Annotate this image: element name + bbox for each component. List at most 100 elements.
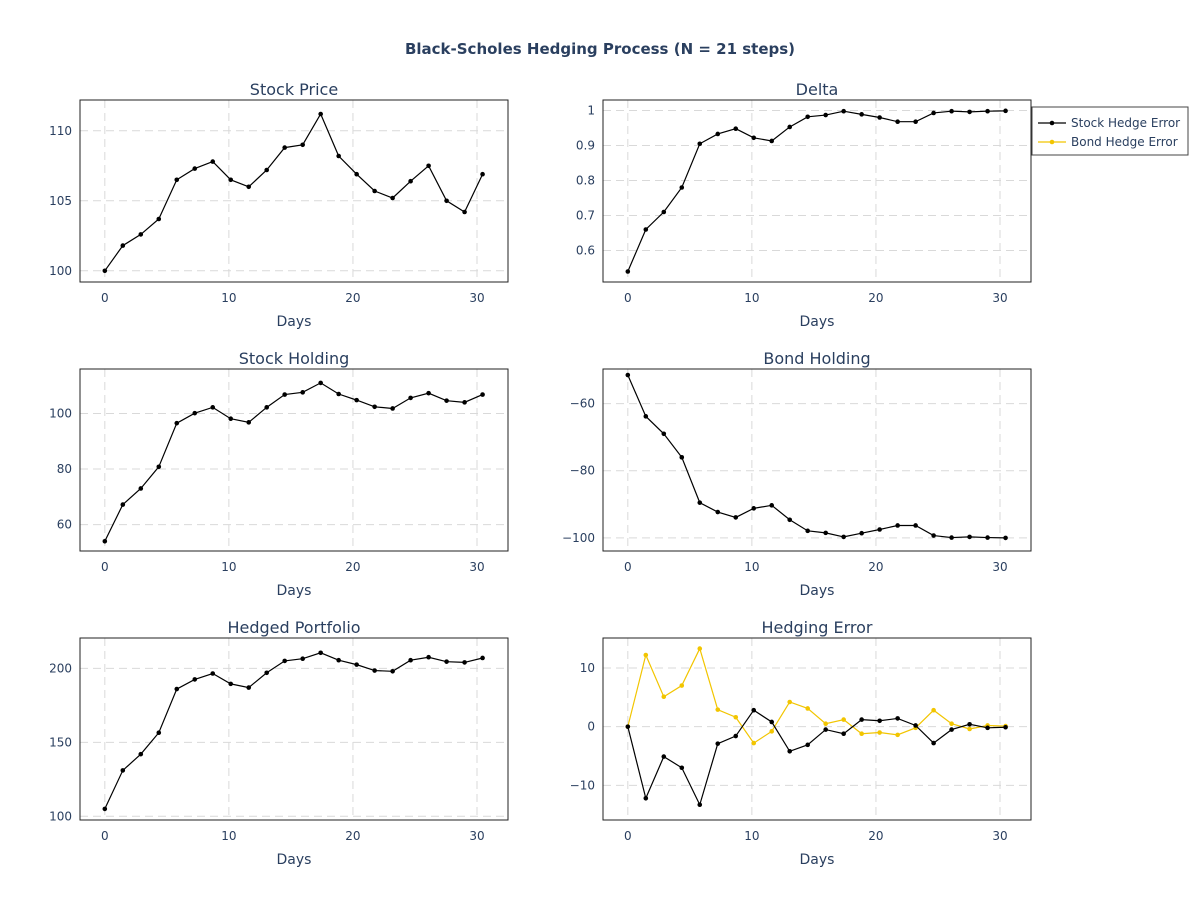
y-tick-label: −10 [570,778,595,792]
legend-box [1031,106,1189,156]
series-line [627,646,1006,744]
x-tick-label: 20 [345,560,360,574]
data-point [823,727,828,732]
y-tick-label: −100 [562,531,595,545]
plot-frame [79,637,509,821]
data-point [733,714,739,720]
data-point [192,166,198,171]
data-point [210,405,216,410]
data-point [913,523,918,528]
x-tick-label: 0 [101,829,109,843]
x-tick-label: 10 [744,560,759,574]
data-point [426,654,431,660]
data-point [264,670,270,676]
panel-bond-holding: Bond Holding 0 10 20 30 −100 −80 −60 Days [562,349,1032,599]
data-point [841,731,846,736]
data-point [318,380,323,386]
data-point [895,716,900,721]
panel-title: Hedging Error [761,618,872,637]
data-point [859,731,864,736]
data-point [823,530,828,536]
data-point [643,227,649,232]
data-point [480,392,485,397]
data-point [643,414,649,419]
data-point [372,404,377,410]
data-point [138,486,144,491]
data-point [426,390,431,396]
panel-title: Stock Price [250,80,338,99]
legend-item[interactable]: Bond Hedge Error [1038,135,1178,149]
plot-frame [79,99,509,283]
y-tick-label: 0.8 [576,174,595,188]
data-point [661,431,667,437]
y-tick-label: −60 [570,397,595,411]
data-point [282,658,287,664]
data-point [931,707,936,713]
data-point [102,538,108,544]
legend-swatch-marker [1049,139,1055,145]
data-point [643,652,649,658]
y-tick-label: 0.7 [576,209,595,223]
data-point [156,730,162,735]
panel-delta: Delta 0 10 20 30 0.6 0.7 0.8 0.9 1 Days [576,80,1032,330]
data-point [390,406,395,411]
legend-item[interactable]: Stock Hedge Error [1038,116,1180,130]
x-axis-title: Days [277,852,312,868]
data-point [751,135,757,141]
data-point [805,114,810,120]
x-tick-label: 30 [992,560,1007,574]
x-tick-label: 10 [744,291,759,305]
data-point [444,659,449,664]
data-point [102,268,108,274]
data-point [138,751,144,757]
data-point [841,534,846,540]
data-point [787,517,793,523]
data-point [480,171,485,177]
data-point [751,740,757,746]
plot-frame [79,368,509,552]
data-point [895,119,900,124]
y-tick-label: 60 [57,518,72,532]
x-tick-label: 30 [992,291,1007,305]
x-axis-title: Days [800,314,835,330]
data-point [931,533,936,538]
x-tick-label: 30 [992,829,1007,843]
y-tick-label: 100 [49,406,72,420]
legend: Stock Hedge Error Bond Hedge Error [1031,106,1189,156]
y-tick-label: 10 [580,661,595,675]
data-point [354,171,359,177]
data-point [625,372,631,378]
x-tick-label: 0 [624,829,632,843]
panel-title: Hedged Portfolio [227,618,360,637]
data-point [300,390,305,395]
series-line [104,382,483,542]
data-point [192,410,198,416]
data-point [859,530,864,536]
data-point [426,163,431,169]
data-point [408,395,413,401]
data-point [985,725,990,731]
plot-frame [602,637,1032,821]
x-tick-label: 10 [221,829,236,843]
data-point [967,109,972,115]
data-point [336,153,341,159]
data-point [210,671,216,676]
data-point [679,185,685,190]
y-tick-label: −80 [570,464,595,478]
panel-title: Stock Holding [239,349,350,368]
panel-hedged-portfolio: Hedged Portfolio 0 10 20 30 100 150 200 Days [49,618,509,868]
data-point [733,733,739,739]
data-point [1003,724,1008,730]
data-point [246,184,252,190]
data-point [174,686,180,692]
figure-title: Black-Scholes Hedging Process (N = 21 st… [405,40,795,58]
data-point [156,464,162,470]
data-point [949,108,954,114]
x-tick-label: 10 [221,560,236,574]
data-point [967,534,972,540]
data-point [859,717,864,722]
data-point [679,683,685,688]
data-point [282,392,287,397]
